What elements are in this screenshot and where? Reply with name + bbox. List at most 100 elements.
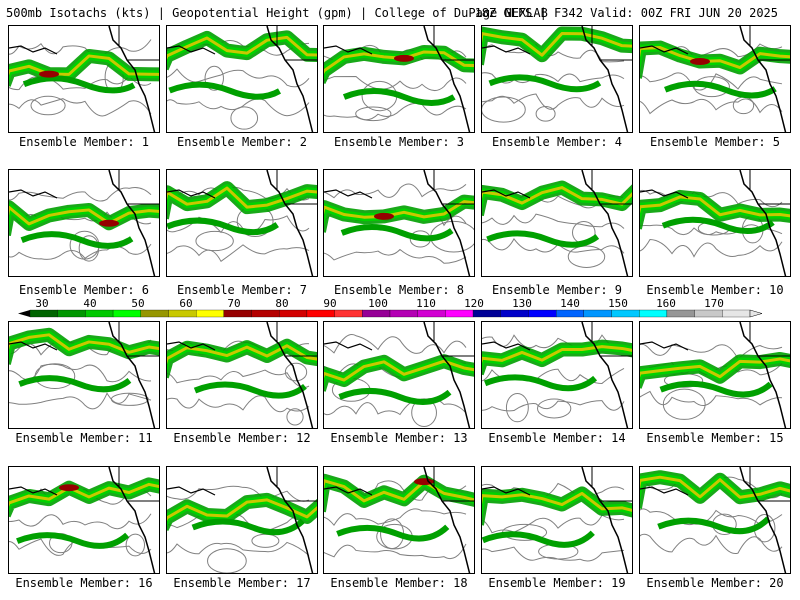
map-graphic: [9, 467, 159, 573]
colorbar-tick-label: 30: [35, 297, 48, 310]
jet-band-strong: [324, 200, 474, 219]
colorbar-segment: [694, 309, 723, 318]
jet-core: [99, 219, 119, 227]
coastline: [581, 170, 629, 276]
colorbar-arrow-right: [749, 309, 763, 318]
height-contour-closed: [207, 548, 247, 573]
height-contour-closed: [251, 533, 280, 548]
colorbar-tick-label: 40: [83, 297, 96, 310]
height-contour: [9, 392, 152, 410]
coastline: [739, 26, 787, 132]
map-graphic: [482, 322, 632, 428]
height-contour-closed: [284, 362, 308, 382]
jet-band-secondary: [167, 217, 279, 236]
height-contour: [167, 541, 310, 556]
coastline-west: [324, 189, 373, 199]
ensemble-map-panel: [481, 466, 633, 574]
colorbar-segment: [306, 309, 335, 318]
colorbar-segment: [168, 309, 197, 318]
height-contour: [324, 508, 467, 527]
ensemble-member-label: Ensemble Member: 16: [15, 576, 153, 590]
colorbar-segment: [29, 309, 58, 318]
ensemble-member-label: Ensemble Member: 7: [176, 283, 308, 297]
coastline: [581, 467, 629, 573]
coastline-west: [167, 45, 216, 55]
height-contour: [167, 395, 310, 413]
height-contour: [324, 76, 467, 91]
ensemble-member-label: Ensemble Member: 11: [15, 431, 153, 445]
jet-band-secondary: [16, 532, 130, 549]
map-graphic: [167, 26, 317, 132]
coastline-west: [640, 45, 689, 55]
jet-band-strong: [482, 491, 632, 512]
height-contour: [167, 68, 310, 88]
jet-band-strong: [324, 50, 474, 75]
colorbar-segment: [611, 309, 640, 318]
map-graphic: [9, 170, 159, 276]
jet-core: [414, 478, 434, 486]
height-contour: [324, 248, 467, 264]
ensemble-member-label: Ensemble Member: 1: [18, 135, 150, 149]
coastline-west: [640, 189, 689, 199]
jet-band-strong: [640, 475, 790, 499]
height-contour: [640, 533, 783, 555]
colorbar-segment: [500, 309, 529, 318]
jet-band-secondary: [20, 231, 134, 249]
colorbar-tick-label: 60: [179, 297, 192, 310]
map-graphic: [9, 26, 159, 132]
ensemble-member-label: Ensemble Member: 18: [330, 576, 468, 590]
coastline: [581, 26, 629, 132]
coastline-west: [324, 341, 373, 351]
jet-band-strong: [482, 32, 632, 57]
colorbar-tick-label: 120: [464, 297, 484, 310]
ensemble-member-label: Ensemble Member: 17: [173, 576, 311, 590]
jet-band-secondary: [193, 381, 307, 399]
ensemble-map-panel: [481, 25, 633, 133]
page-header: 500mb Isotachs (kts) | Geopotential Heig…: [4, 6, 796, 20]
jet-band-secondary: [340, 223, 454, 242]
colorbar-tick-label: 130: [512, 297, 532, 310]
height-contour: [167, 98, 310, 117]
height-contour: [482, 72, 625, 84]
map-graphic: [324, 26, 474, 132]
jet-band-strong: [482, 345, 632, 363]
height-contour: [324, 183, 467, 199]
height-contour: [167, 244, 310, 263]
jet-band-strong: [640, 357, 790, 379]
height-contour: [640, 72, 783, 91]
map-graphic: [167, 322, 317, 428]
ensemble-member-label: Ensemble Member: 6: [18, 283, 150, 297]
jet-core: [59, 484, 79, 492]
height-contour: [9, 98, 152, 117]
jet-band-secondary: [482, 530, 595, 548]
jet-band-secondary: [18, 375, 132, 393]
coastline: [581, 322, 629, 428]
ensemble-map-panel: [323, 25, 475, 133]
map-graphic: [640, 467, 790, 573]
ensemble-map-panel: [481, 321, 633, 429]
jet-band-secondary: [657, 516, 771, 535]
height-contour-closed: [537, 398, 572, 419]
height-contour: [9, 243, 152, 260]
colorbar-tick-label: 90: [323, 297, 336, 310]
ensemble-map-panel: [639, 169, 791, 277]
height-contour-closed: [286, 408, 304, 426]
ensemble-map-panel: [323, 321, 475, 429]
height-contour: [9, 363, 152, 383]
height-contour-closed: [482, 96, 526, 123]
colorbar-segment: [362, 309, 391, 318]
isotach-colorbar: 30 40 50 60 70 80 90 100 110 120 130 140 150 160 170: [0, 296, 800, 320]
coastline-west: [9, 45, 58, 55]
colorbar-segment: [472, 309, 501, 318]
height-contour: [167, 215, 310, 234]
jet-band-strong: [324, 479, 474, 503]
height-contour: [167, 485, 310, 502]
height-contour: [9, 39, 152, 57]
colorbar-arrow-left: [18, 310, 30, 317]
coastline-west: [324, 486, 373, 496]
coastline: [266, 467, 314, 573]
jet-band-strong: [167, 35, 317, 60]
jet-band-secondary: [664, 80, 777, 99]
jet-band-secondary: [483, 374, 598, 392]
ensemble-map-panel: [166, 169, 318, 277]
